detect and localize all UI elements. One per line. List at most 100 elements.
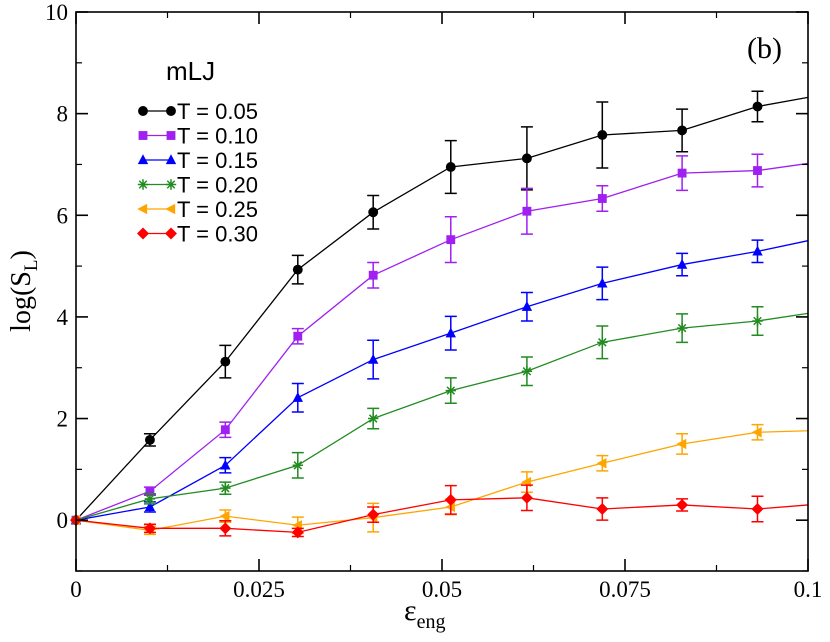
data-point bbox=[677, 125, 688, 136]
data-point bbox=[597, 194, 607, 203]
legend-marker bbox=[138, 131, 148, 140]
data-point bbox=[676, 438, 687, 450]
data-point bbox=[597, 337, 608, 348]
data-point bbox=[677, 168, 687, 178]
axes: 0 0.025 0.05 0.075 0.1 0 2 4 6 8 10 bbox=[45, 0, 822, 602]
series-0 bbox=[71, 90, 809, 526]
data-point bbox=[293, 331, 303, 341]
legend-label: T = 0.25 bbox=[177, 197, 258, 222]
data-point bbox=[446, 235, 456, 245]
x-axis-label-main: ε bbox=[404, 594, 417, 627]
data-point bbox=[676, 322, 688, 334]
data-point bbox=[367, 413, 379, 424]
data-point bbox=[220, 482, 231, 494]
series-1 bbox=[71, 153, 809, 525]
x-tick-label: 0.1 bbox=[794, 577, 823, 602]
y-tick-label: 4 bbox=[57, 305, 69, 330]
legend-marker bbox=[165, 203, 176, 215]
legend-marker bbox=[138, 106, 148, 116]
legend-marker bbox=[137, 227, 149, 240]
y-tick-label: 8 bbox=[57, 102, 69, 127]
chart-title: mLJ bbox=[166, 56, 215, 86]
data-point bbox=[220, 425, 230, 435]
data-point bbox=[521, 366, 533, 377]
data-point bbox=[445, 327, 456, 338]
x-axis-label-sub: eng bbox=[417, 611, 446, 633]
legend-marker bbox=[165, 154, 177, 165]
series-3 bbox=[70, 305, 809, 526]
series-4 bbox=[70, 423, 809, 536]
y-tick-label: 6 bbox=[57, 203, 69, 228]
data-point bbox=[367, 508, 380, 521]
data-point bbox=[368, 207, 379, 218]
data-point bbox=[220, 459, 231, 470]
legend: T = 0.05T = 0.10T = 0.15T = 0.20T = 0.25… bbox=[137, 99, 258, 247]
data-point bbox=[752, 101, 763, 112]
data-point bbox=[521, 301, 533, 311]
y-axis-label-sub: L bbox=[21, 260, 42, 272]
series-line bbox=[75, 312, 809, 521]
data-point bbox=[752, 245, 763, 256]
data-point bbox=[144, 493, 156, 505]
legend-label: T = 0.15 bbox=[177, 148, 258, 173]
data-point bbox=[144, 501, 156, 512]
data-point bbox=[292, 460, 303, 471]
data-point bbox=[445, 162, 456, 172]
legend-marker bbox=[137, 154, 149, 165]
data-point bbox=[596, 458, 607, 469]
data-point bbox=[753, 166, 762, 175]
data-point bbox=[521, 153, 532, 164]
data-point bbox=[752, 315, 763, 327]
data-point bbox=[444, 493, 457, 506]
legend-label: T = 0.20 bbox=[177, 173, 258, 198]
series-2 bbox=[70, 239, 809, 525]
y-tick-label: 0 bbox=[57, 508, 69, 533]
x-tick-label: 0.05 bbox=[422, 577, 462, 602]
data-point bbox=[292, 264, 303, 275]
legend-entry-3: T = 0.20 bbox=[137, 173, 258, 198]
legend-marker bbox=[137, 179, 149, 190]
data-point bbox=[597, 130, 608, 140]
series-line bbox=[75, 497, 809, 534]
legend-entry-1: T = 0.10 bbox=[138, 124, 258, 149]
data-point bbox=[368, 270, 378, 280]
legend-entry-4: T = 0.25 bbox=[137, 197, 258, 222]
legend-entry-5: T = 0.30 bbox=[137, 222, 258, 247]
data-point bbox=[751, 503, 764, 515]
y-axis-label-main: log(S bbox=[6, 271, 37, 332]
x-tick-label: 0.025 bbox=[233, 577, 285, 602]
x-axis-label: εeng bbox=[404, 594, 446, 633]
data-point bbox=[219, 510, 230, 522]
y-axis-label: log(SL) bbox=[6, 250, 42, 332]
legend-entry-2: T = 0.15 bbox=[137, 148, 258, 173]
panel-label: (b) bbox=[747, 32, 782, 65]
plot-content bbox=[70, 90, 809, 539]
data-point bbox=[143, 522, 156, 535]
y-tick-label: 2 bbox=[57, 407, 69, 432]
data-point bbox=[597, 277, 608, 288]
data-point bbox=[292, 391, 303, 402]
data-point bbox=[751, 427, 762, 438]
data-point bbox=[144, 434, 155, 445]
series-5 bbox=[70, 484, 809, 539]
data-point bbox=[219, 522, 232, 535]
legend-marker bbox=[165, 227, 177, 240]
data-point bbox=[676, 498, 689, 511]
legend-label: T = 0.30 bbox=[177, 222, 258, 247]
data-point bbox=[596, 503, 609, 515]
series-line bbox=[75, 240, 809, 521]
x-tick-label: 0 bbox=[70, 577, 82, 602]
legend-label: T = 0.05 bbox=[177, 99, 258, 124]
y-axis-label-close: ) bbox=[6, 250, 37, 259]
data-point bbox=[522, 206, 532, 216]
y-tick-label: 10 bbox=[45, 0, 68, 25]
legend-entry-0: T = 0.05 bbox=[138, 99, 258, 124]
legend-marker bbox=[165, 179, 177, 190]
data-point bbox=[145, 486, 155, 496]
data-point bbox=[520, 491, 533, 504]
series-line bbox=[75, 430, 809, 532]
data-point bbox=[445, 385, 456, 396]
legend-marker bbox=[166, 106, 176, 116]
legend-label: T = 0.10 bbox=[177, 124, 258, 149]
